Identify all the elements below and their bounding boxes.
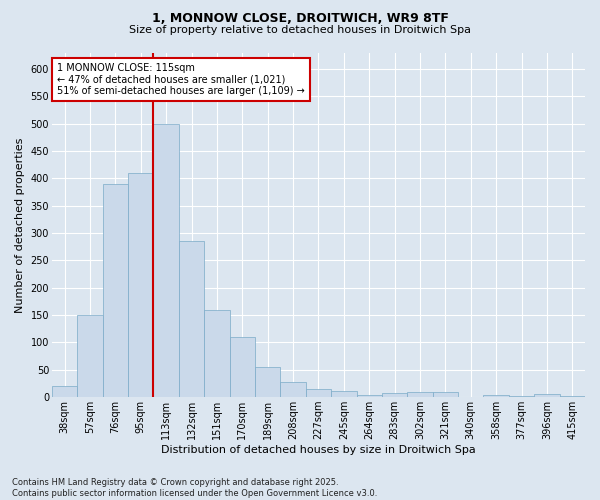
Y-axis label: Number of detached properties: Number of detached properties bbox=[15, 137, 25, 312]
Bar bbox=[154, 124, 179, 397]
Bar bbox=[306, 389, 331, 397]
Bar bbox=[433, 392, 458, 397]
Bar bbox=[560, 396, 585, 397]
Bar bbox=[331, 390, 356, 397]
Bar bbox=[407, 392, 433, 397]
Text: 1 MONNOW CLOSE: 115sqm
← 47% of detached houses are smaller (1,021)
51% of semi-: 1 MONNOW CLOSE: 115sqm ← 47% of detached… bbox=[57, 63, 305, 96]
Bar bbox=[484, 395, 509, 397]
Bar bbox=[509, 396, 534, 397]
Bar bbox=[280, 382, 306, 397]
Bar bbox=[204, 310, 230, 397]
Text: Size of property relative to detached houses in Droitwich Spa: Size of property relative to detached ho… bbox=[129, 25, 471, 35]
Bar bbox=[534, 394, 560, 397]
Bar bbox=[255, 367, 280, 397]
Bar bbox=[382, 394, 407, 397]
Bar bbox=[179, 241, 204, 397]
X-axis label: Distribution of detached houses by size in Droitwich Spa: Distribution of detached houses by size … bbox=[161, 445, 476, 455]
Text: Contains HM Land Registry data © Crown copyright and database right 2025.
Contai: Contains HM Land Registry data © Crown c… bbox=[12, 478, 377, 498]
Bar bbox=[128, 173, 154, 397]
Bar bbox=[230, 337, 255, 397]
Bar bbox=[77, 315, 103, 397]
Bar bbox=[103, 184, 128, 397]
Bar bbox=[356, 395, 382, 397]
Bar bbox=[52, 386, 77, 397]
Text: 1, MONNOW CLOSE, DROITWICH, WR9 8TF: 1, MONNOW CLOSE, DROITWICH, WR9 8TF bbox=[152, 12, 448, 26]
